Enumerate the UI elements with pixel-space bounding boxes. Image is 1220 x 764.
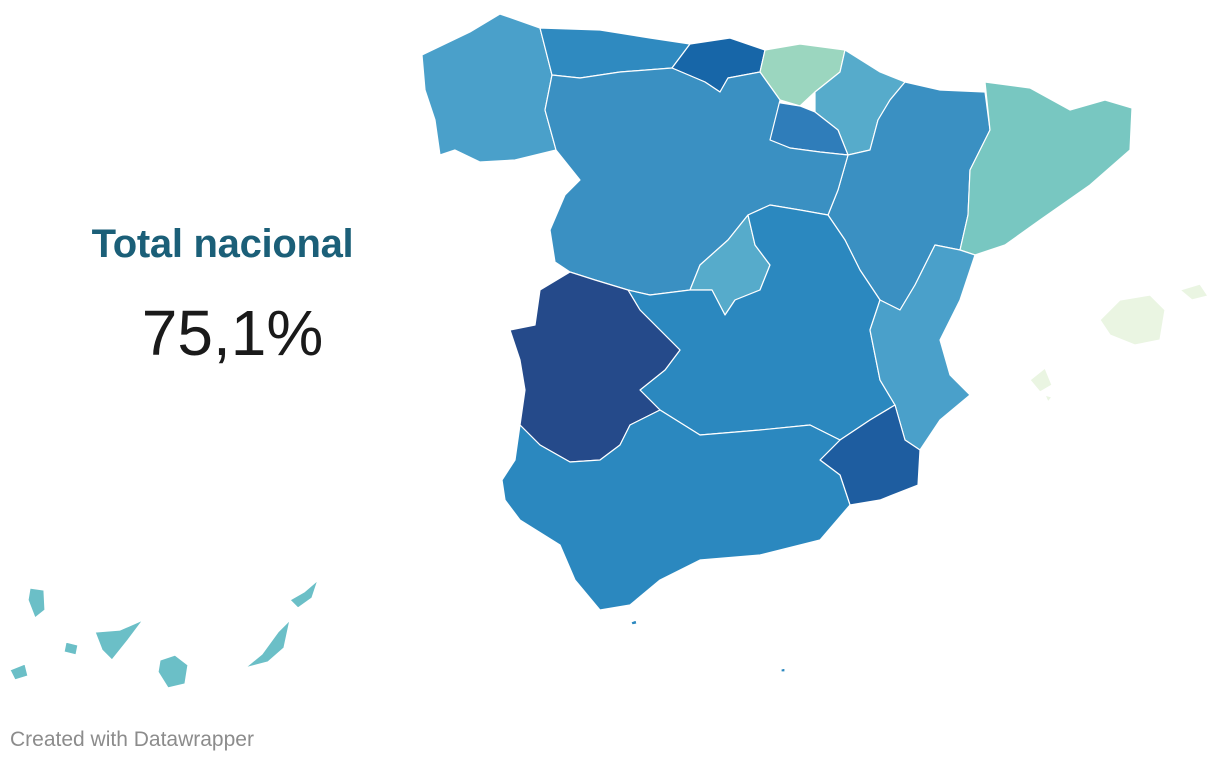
region-melilla[interactable]: Melilla: [780, 667, 786, 673]
region-andalucia[interactable]: Andalucía: [501, 409, 851, 611]
region-ceuta[interactable]: Ceuta: [630, 619, 638, 626]
region-comunitat-valenciana[interactable]: Comunitat Valenciana: [869, 244, 976, 451]
region-galicia[interactable]: Galicia: [421, 13, 557, 163]
region-canarias[interactable]: Canarias: [9, 579, 319, 689]
region-cataluna[interactable]: Cataluña: [959, 81, 1133, 256]
headline: Total nacional: [91, 222, 354, 266]
datawrapper-credit[interactable]: Created with Datawrapper: [10, 728, 254, 751]
region-illes-balears[interactable]: Illes Balears: [1029, 283, 1209, 403]
national-value: 75,1%: [141, 297, 324, 369]
